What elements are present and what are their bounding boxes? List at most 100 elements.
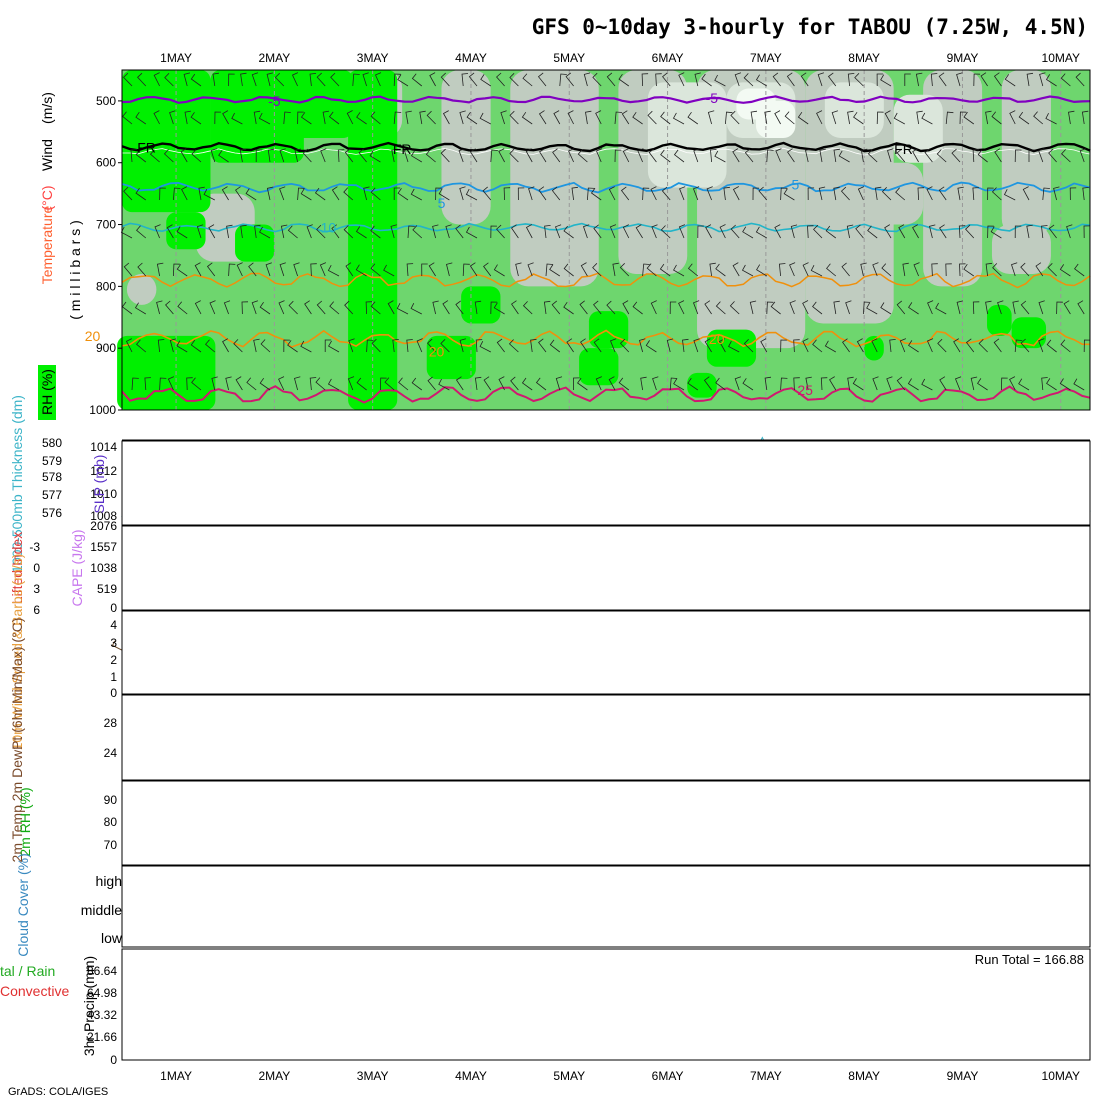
wind-barb <box>176 226 188 239</box>
rh-bright-patch <box>274 70 354 138</box>
wind-barb <box>959 263 966 277</box>
wind-barb <box>595 148 603 163</box>
wind-barb <box>679 186 686 201</box>
wind-barb <box>233 339 243 353</box>
y-tick-precip: 86.64 <box>87 964 117 978</box>
rh2m-ylabel: 2m RH (%) <box>17 787 33 856</box>
wind-barb <box>705 224 712 239</box>
wind-barb <box>833 300 840 315</box>
wind-barb <box>370 301 381 315</box>
wind-barb <box>465 188 478 201</box>
wind-barb <box>612 262 619 277</box>
y-tick-pressure: 1000 <box>89 403 116 417</box>
wind-barb <box>912 224 919 239</box>
wind-barb <box>196 224 204 239</box>
wind-barb <box>465 226 478 239</box>
wind-barb <box>802 338 809 353</box>
y-tick-thickness: 579 <box>42 454 62 468</box>
wind-barb <box>730 224 740 239</box>
wind-barb <box>397 74 409 87</box>
x-tick-top: 6MAY <box>652 51 684 65</box>
wind-barb <box>393 73 401 87</box>
wind-barb <box>775 148 782 163</box>
wind-barb <box>678 72 685 87</box>
wind-barb <box>881 263 892 277</box>
y-tick-thickness: 578 <box>42 470 62 484</box>
wind-barb <box>729 301 740 315</box>
wind-barb <box>1026 224 1033 239</box>
wind-barb <box>416 338 423 353</box>
wind-barb <box>177 301 188 315</box>
wind-barb <box>545 263 554 277</box>
y-tick-lifted: -3 <box>29 540 40 554</box>
y-tick-pressure: 700 <box>96 218 116 232</box>
wind-barb <box>899 338 907 353</box>
wind-barb <box>469 148 478 163</box>
wind-barb <box>551 186 561 201</box>
wind-barb <box>528 186 535 201</box>
wind-barb <box>764 376 772 391</box>
wind-barb <box>709 262 716 277</box>
wind-barb <box>214 111 222 125</box>
rh-bright-patch <box>117 335 216 410</box>
wind-panel-frame <box>121 610 1091 695</box>
wind-barb <box>483 376 492 391</box>
wind-barb <box>225 376 232 391</box>
wind-barb <box>789 300 796 315</box>
wind-barb <box>521 111 533 125</box>
contour-label: 20 <box>709 331 725 347</box>
wind-barb <box>1045 74 1057 87</box>
wind-barb <box>198 186 205 201</box>
wind-barb <box>1038 338 1045 353</box>
wind-barb <box>831 110 839 125</box>
wind-barb <box>440 72 450 87</box>
wind-barb <box>926 186 933 201</box>
wind-barb <box>673 264 685 277</box>
wind-barb <box>856 338 864 353</box>
wind-barb <box>838 150 850 163</box>
wind-barb <box>797 111 809 125</box>
wind-barb <box>543 300 551 315</box>
wind-barb <box>704 300 712 315</box>
wind-barb <box>123 262 133 277</box>
wind-barb <box>231 112 243 125</box>
wind-barb <box>278 376 285 391</box>
wind-barb <box>1083 225 1091 239</box>
contour-label: 25 <box>797 382 813 398</box>
wind-barb <box>1001 377 1008 391</box>
wind-barb <box>697 225 704 239</box>
wind-barb <box>595 376 602 391</box>
wind-barb <box>554 224 562 239</box>
wind-barb <box>884 110 892 125</box>
wind-barb <box>328 111 340 125</box>
wind-barb <box>924 148 933 163</box>
wind-barb <box>898 224 906 239</box>
wind-barb <box>136 225 147 239</box>
wind-barb <box>853 111 864 125</box>
wind-barb <box>374 72 382 87</box>
y-tick-temp: 24 <box>104 746 118 760</box>
wind-barb <box>539 148 547 163</box>
wind-barb <box>190 112 202 125</box>
wind-barb <box>209 300 216 315</box>
wind-barb <box>149 149 160 163</box>
wind-barb <box>240 72 247 87</box>
y-tick-precip: 21.66 <box>87 1030 117 1044</box>
wind-barb <box>985 262 993 277</box>
wind-barb <box>965 224 975 239</box>
wind-barb <box>498 376 505 391</box>
wind-barb <box>784 111 795 125</box>
wind-barb <box>459 186 466 201</box>
contour-freezing-inner <box>122 147 1091 156</box>
wind-barb <box>203 189 215 201</box>
wind-barb <box>619 263 630 277</box>
wind-barb <box>260 339 271 353</box>
wind-barb <box>549 339 561 353</box>
wind-barb <box>320 148 327 163</box>
wind-barb <box>580 338 588 353</box>
wind-barb <box>493 302 505 315</box>
wind-barb <box>184 110 191 125</box>
wind-barb <box>701 73 712 87</box>
wind-barb <box>1068 110 1075 125</box>
wind-barb <box>365 301 373 315</box>
